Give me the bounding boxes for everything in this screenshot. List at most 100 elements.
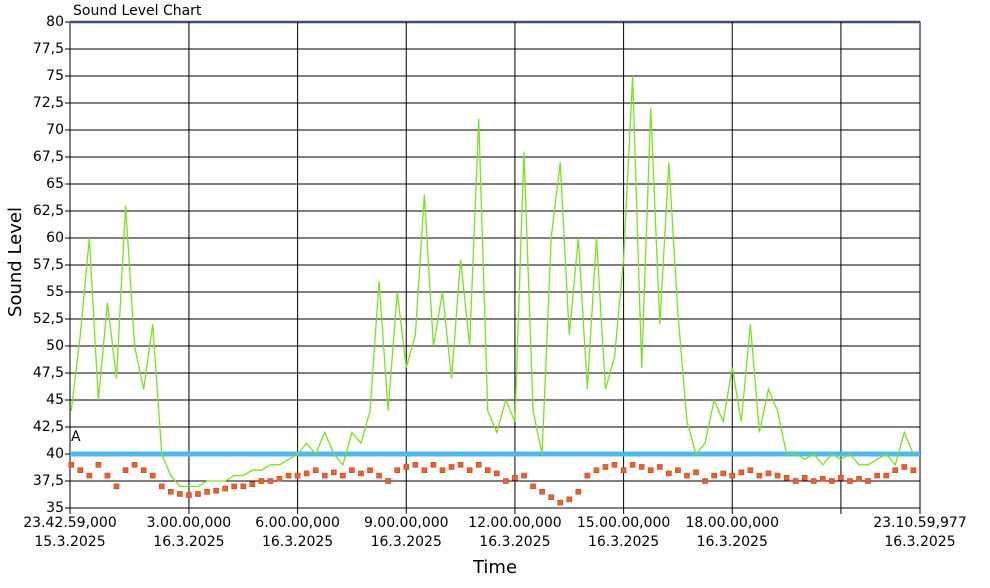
y-tick-label: 67,5	[33, 149, 64, 165]
x-tick-label: 12.00.00,000 16.3.2025	[468, 515, 562, 550]
data-marker	[738, 469, 745, 476]
data-marker	[756, 472, 763, 479]
x-axis-label: Time	[472, 557, 517, 578]
data-marker	[847, 478, 853, 484]
data-marker	[466, 467, 473, 474]
data-marker	[611, 461, 618, 468]
data-marker	[204, 488, 210, 495]
data-marker	[684, 472, 690, 479]
data-marker	[104, 472, 111, 479]
data-marker	[838, 474, 844, 481]
data-marker	[168, 488, 174, 495]
data-marker	[593, 467, 600, 474]
data-marker	[213, 487, 219, 494]
data-marker	[231, 483, 238, 490]
data-marker	[158, 483, 165, 490]
data-marker	[856, 476, 862, 482]
data-marker	[177, 491, 183, 497]
data-marker	[312, 467, 319, 474]
data-marker	[901, 464, 908, 470]
data-marker	[149, 472, 156, 479]
y-tick-label: 80	[46, 14, 64, 30]
data-marker	[865, 478, 871, 484]
data-marker	[494, 470, 500, 477]
y-tick-label: 65	[46, 176, 64, 192]
threshold-label: A	[71, 429, 81, 445]
data-marker	[747, 467, 754, 474]
data-marker	[874, 472, 880, 479]
data-marker	[910, 467, 917, 474]
data-marker	[113, 483, 120, 490]
data-marker	[240, 483, 247, 490]
data-marker	[430, 461, 437, 468]
data-line	[70, 75, 914, 488]
data-marker	[584, 472, 591, 479]
data-marker	[285, 472, 292, 479]
data-marker	[729, 472, 736, 479]
x-tick-label: 23.42.59,000 15.3.2025	[23, 515, 117, 550]
data-marker	[602, 464, 609, 470]
data-marker	[222, 485, 228, 492]
data-marker	[666, 470, 672, 477]
data-marker	[711, 472, 717, 479]
data-marker	[829, 478, 835, 484]
data-marker	[122, 467, 129, 474]
data-marker	[530, 483, 536, 490]
x-tick-label: 3.00.00,000 16.3.2025	[146, 515, 232, 550]
data-marker	[503, 478, 509, 484]
y-tick-label: 52,5	[33, 311, 64, 327]
y-tick-label: 57,5	[33, 257, 64, 273]
data-marker	[657, 464, 663, 470]
data-marker	[68, 461, 75, 468]
y-tick-label: 75	[46, 68, 64, 84]
data-marker	[439, 467, 446, 474]
y-tick-label: 40	[46, 446, 64, 462]
data-marker	[892, 467, 899, 474]
data-marker	[349, 467, 355, 474]
data-marker	[86, 472, 93, 479]
data-marker	[131, 461, 138, 468]
data-marker	[303, 470, 310, 477]
y-tick-label: 42,5	[33, 419, 64, 435]
y-tick-label: 35	[46, 500, 64, 516]
data-marker	[475, 461, 482, 468]
data-marker	[484, 467, 491, 474]
y-tick-label: 55	[46, 284, 64, 300]
x-tick-label: 6.00.00,000 16.3.2025	[255, 515, 340, 550]
y-tick-label: 72,5	[33, 95, 64, 111]
data-marker	[702, 478, 708, 484]
data-marker	[638, 464, 645, 470]
data-marker	[186, 492, 192, 498]
x-tick-label: 9.00.00,000 16.3.2025	[363, 515, 449, 550]
data-marker	[331, 469, 337, 476]
data-marker	[367, 467, 373, 474]
data-marker	[195, 491, 201, 497]
data-marker	[321, 472, 328, 479]
data-marker	[258, 478, 265, 484]
data-marker	[403, 464, 410, 470]
data-marker	[629, 461, 636, 468]
data-marker	[358, 470, 364, 477]
data-marker	[448, 464, 455, 470]
y-tick-label: 45	[46, 392, 64, 408]
x-tick-label: 15.00.00,000 16.3.2025	[576, 515, 671, 550]
data-marker	[810, 478, 817, 484]
data-marker	[548, 494, 554, 501]
data-marker	[412, 461, 419, 468]
data-marker	[267, 478, 274, 484]
data-marker	[883, 472, 889, 479]
data-marker	[774, 472, 781, 479]
data-marker	[457, 461, 464, 468]
data-marker	[539, 488, 545, 495]
data-marker	[620, 467, 627, 474]
y-tick-label: 70	[46, 122, 64, 138]
data-marker	[783, 474, 790, 481]
y-tick-label: 50	[46, 338, 64, 354]
y-tick-label: 47,5	[33, 365, 64, 381]
data-marker	[294, 472, 301, 479]
data-marker	[512, 474, 518, 481]
data-marker	[376, 472, 382, 479]
data-marker	[801, 474, 808, 481]
